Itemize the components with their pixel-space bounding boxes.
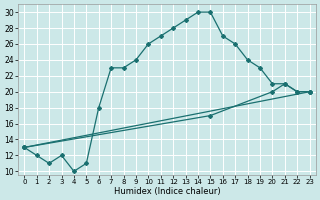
X-axis label: Humidex (Indice chaleur): Humidex (Indice chaleur): [114, 187, 220, 196]
